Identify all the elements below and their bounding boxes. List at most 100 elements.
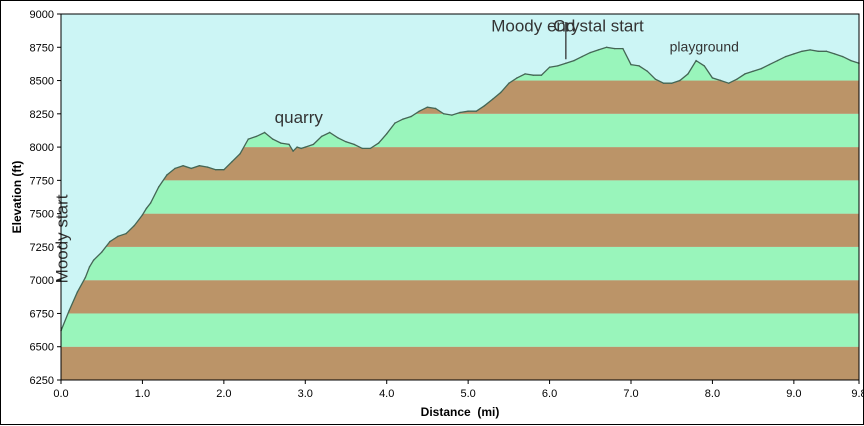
elevation-band [61,313,859,347]
profile-point [622,47,624,50]
profile-point [149,202,152,204]
profile-point [744,73,746,75]
profile-point [842,55,844,58]
profile-point [320,135,323,138]
y-tick-label: 8500 [30,76,54,88]
profile-point [377,142,380,144]
annotation-label: Crystal start [553,16,644,35]
profile-point [215,169,217,171]
profile-point [801,50,803,52]
profile-point [337,137,339,139]
profile-point [459,111,461,114]
profile-point [671,82,673,84]
profile-point [206,166,209,168]
profile-point [198,165,201,167]
x-tick-label: 5.0 [460,388,475,400]
profile-point [540,74,543,76]
profile-point [231,161,233,163]
profile-point [166,174,168,176]
x-tick-label: 7.0 [623,388,638,400]
profile-point [646,70,648,72]
profile-point [386,133,388,135]
x-tick-label: 9.8 [851,388,864,400]
x-tick-label: 8.0 [705,388,720,400]
profile-point [394,122,396,124]
y-tick-label: 6750 [30,308,54,320]
profile-point [687,73,689,75]
profile-point [68,310,70,312]
elevation-band [61,280,859,314]
elevation-band [61,180,859,214]
profile-point [418,110,420,112]
profile-point [850,59,852,62]
profile-point [443,113,445,115]
profile-point [145,207,148,209]
profile-point [581,55,583,58]
plot-border [60,13,860,381]
y-tick-label: 9000 [30,9,54,21]
profile-point [719,79,722,82]
profile-point [548,66,551,68]
profile-point [736,78,738,80]
profile-point [614,47,616,50]
profile-point [190,167,192,170]
x-tick-label: 3.0 [298,388,313,400]
annotation-label: playground [670,38,739,54]
y-tick-label: 7250 [30,242,54,254]
profile-point [776,59,779,62]
profile-point [483,105,486,107]
profile-point [508,82,510,84]
profile-point [565,62,567,64]
profile-point [288,143,290,146]
profile-point [817,50,819,52]
profile-point [141,214,144,216]
x-tick-label: 4.0 [379,388,394,400]
x-tick-label: 0.0 [53,388,68,400]
profile-point [292,150,294,152]
profile-point [491,98,494,100]
profile-point [247,138,249,140]
profile-point [573,59,575,62]
annotation-label: quarry [275,108,324,127]
x-tick-label: 1.0 [135,388,150,400]
profile-point [329,131,331,134]
y-tick-label: 7000 [30,275,54,287]
elevation-band [61,346,859,380]
x-tick-label: 2.0 [216,388,231,400]
profile-point [345,141,347,143]
x-tick-label: 9.0 [786,388,801,400]
profile-point [589,51,591,54]
profile-point [109,240,111,243]
sky-mask [61,14,859,331]
profile-point [434,107,437,110]
profile-point [557,65,559,67]
profile-point [760,67,762,70]
profile-point [84,276,87,279]
profile-point [304,146,306,148]
profile-point [223,169,225,171]
y-axis: 6250 6500 6750 7000 7250 7500 7750 8000 8250 8500… [30,9,61,387]
y-tick-label: 7750 [30,175,54,187]
y-tick-label: 6250 [30,375,54,387]
profile-point [768,63,771,66]
profile-point [500,91,502,94]
profile-point [785,55,787,58]
profile-point [532,74,534,76]
profile-point [312,143,315,146]
profile-point [410,115,412,118]
profile-point [101,251,103,253]
x-tick-label: 6.0 [542,388,557,400]
profile-point [695,59,697,62]
profile-point [300,147,302,150]
x-axis: 0.0 1.0 2.0 3.0 4.0 5.0 6.0 7.0 8.0 9.0 9.8 [53,380,864,400]
profile-point [369,147,372,150]
profile-point [809,49,811,51]
profile-point [76,291,79,293]
y-tick-label: 8000 [30,142,54,154]
profile-point [654,78,657,80]
profile-point [353,143,355,146]
profile-point [88,266,91,268]
profile-point [833,53,836,55]
profile-point [524,73,526,75]
profile-point [451,114,453,116]
